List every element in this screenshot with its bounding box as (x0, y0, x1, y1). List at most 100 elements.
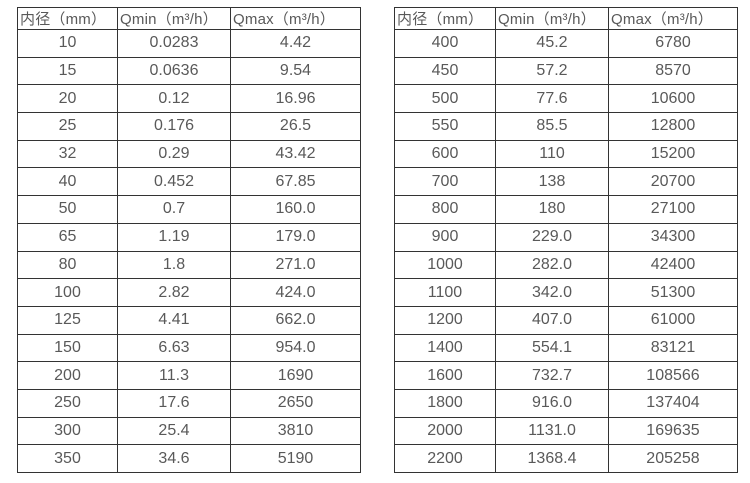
table-row: 350 34.6 5190 (17, 444, 361, 473)
table-cell: 6780 (608, 29, 738, 58)
table-row: 50 0.7 160.0 (17, 195, 361, 224)
table-cell: 1800 (394, 388, 496, 418)
table-cell: 250 (17, 388, 118, 418)
table-cell: 916.0 (495, 388, 609, 418)
table-cell: 25.4 (117, 416, 231, 446)
table-cell: 108566 (608, 361, 738, 390)
table-row: 100 2.82 424.0 (17, 278, 361, 307)
table-row: 250 17.6 2650 (17, 388, 361, 418)
table-cell: 205258 (608, 444, 738, 473)
table-row: 600 110 15200 (394, 139, 738, 169)
table-cell: 350 (17, 444, 118, 473)
table-cell: 662.0 (230, 305, 361, 335)
table-cell: 282.0 (495, 250, 609, 280)
table-cell: 32 (17, 139, 118, 169)
table-row: 500 77.6 10600 (394, 84, 738, 114)
table-row: 550 85.5 12800 (394, 112, 738, 141)
flow-rate-table-right: 内径（mm） Qmin（m³/h） Qmax（m³/h） 400 45.2 6780 450… (394, 7, 738, 473)
table-cell: 137404 (608, 388, 738, 418)
table-row: 1200 407.0 61000 (394, 305, 738, 335)
table-cell: 700 (394, 167, 496, 197)
table-row: 800 180 27100 (394, 195, 738, 224)
table-cell: 125 (17, 305, 118, 335)
table-cell: 77.6 (495, 84, 609, 114)
table-cell: 424.0 (230, 278, 361, 307)
table-cell: 0.0636 (117, 56, 231, 86)
table-cell: 26.5 (230, 112, 361, 141)
table-cell: 300 (17, 416, 118, 446)
table-row: 1000 282.0 42400 (394, 250, 738, 280)
table-cell: 10600 (608, 84, 738, 114)
table-cell: 179.0 (230, 222, 361, 252)
table-cell: 45.2 (495, 29, 609, 58)
table-row: 1100 342.0 51300 (394, 278, 738, 307)
table-cell: 57.2 (495, 56, 609, 86)
table-cell: 1400 (394, 333, 496, 363)
table-row: 15 0.0636 9.54 (17, 56, 361, 86)
table-cell: 34.6 (117, 444, 231, 473)
table-cell: 0.7 (117, 195, 231, 224)
table-row: 20 0.12 16.96 (17, 84, 361, 114)
table-row: 450 57.2 8570 (394, 56, 738, 86)
table-cell: 1.19 (117, 222, 231, 252)
table-cell: 342.0 (495, 278, 609, 307)
column-header: Qmax（m³/h） (608, 7, 738, 30)
table-cell: 61000 (608, 305, 738, 335)
table-cell: 1368.4 (495, 444, 609, 473)
table-cell: 3810 (230, 416, 361, 446)
table-row: 2200 1368.4 205258 (394, 444, 738, 473)
table-cell: 954.0 (230, 333, 361, 363)
table-cell: 11.3 (117, 361, 231, 390)
table-cell: 40 (17, 167, 118, 197)
table-cell: 1.8 (117, 250, 231, 280)
table-cell: 65 (17, 222, 118, 252)
table-cell: 0.12 (117, 84, 231, 114)
table-cell: 67.85 (230, 167, 361, 197)
table-cell: 1200 (394, 305, 496, 335)
column-header: 内径（mm） (394, 7, 496, 30)
table-cell: 180 (495, 195, 609, 224)
table-cell: 2000 (394, 416, 496, 446)
table-cell: 229.0 (495, 222, 609, 252)
table-cell: 554.1 (495, 333, 609, 363)
table-row: 40 0.452 67.85 (17, 167, 361, 197)
table-cell: 25 (17, 112, 118, 141)
table-cell: 100 (17, 278, 118, 307)
table-cell: 2200 (394, 444, 496, 473)
table-cell: 900 (394, 222, 496, 252)
table-cell: 550 (394, 112, 496, 141)
table-row: 10 0.0283 4.42 (17, 29, 361, 58)
table-cell: 4.41 (117, 305, 231, 335)
table-cell: 15200 (608, 139, 738, 169)
table-cell: 83121 (608, 333, 738, 363)
table-cell: 0.176 (117, 112, 231, 141)
column-header: Qmin（m³/h） (117, 7, 231, 30)
table-cell: 34300 (608, 222, 738, 252)
table-row: 1600 732.7 108566 (394, 361, 738, 390)
table-cell: 51300 (608, 278, 738, 307)
table-row: 400 45.2 6780 (394, 29, 738, 58)
table-cell: 0.0283 (117, 29, 231, 58)
table-cell: 1100 (394, 278, 496, 307)
column-header: Qmax（m³/h） (230, 7, 361, 30)
table-cell: 8570 (608, 56, 738, 86)
table-cell: 4.42 (230, 29, 361, 58)
table-cell: 450 (394, 56, 496, 86)
table-cell: 10 (17, 29, 118, 58)
table-row: 150 6.63 954.0 (17, 333, 361, 363)
table-cell: 9.54 (230, 56, 361, 86)
table-cell: 17.6 (117, 388, 231, 418)
table-cell: 110 (495, 139, 609, 169)
table-row: 1400 554.1 83121 (394, 333, 738, 363)
table-cell: 600 (394, 139, 496, 169)
table-row: 700 138 20700 (394, 167, 738, 197)
table-cell: 1131.0 (495, 416, 609, 446)
table-cell: 271.0 (230, 250, 361, 280)
table-cell: 43.42 (230, 139, 361, 169)
header-row: 内径（mm） Qmin（m³/h） Qmax（m³/h） (17, 7, 361, 30)
table-cell: 2650 (230, 388, 361, 418)
table-cell: 169635 (608, 416, 738, 446)
table-cell: 50 (17, 195, 118, 224)
column-header: Qmin（m³/h） (495, 7, 609, 30)
